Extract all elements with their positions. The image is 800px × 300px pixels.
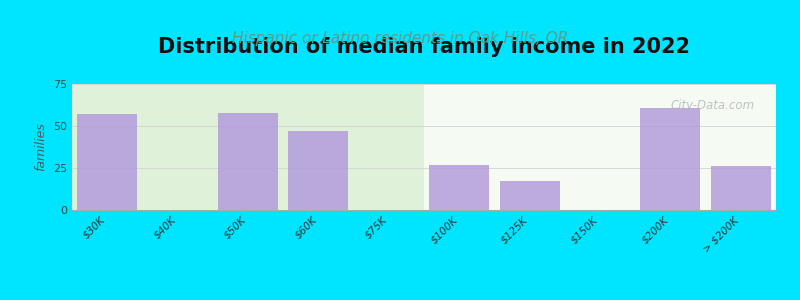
Bar — [424, 84, 776, 210]
Y-axis label: families: families — [34, 123, 47, 171]
Bar — [500, 182, 559, 210]
Text: City-Data.com: City-Data.com — [670, 99, 755, 112]
Bar — [641, 107, 700, 210]
Bar — [430, 165, 489, 210]
Bar — [711, 166, 770, 210]
Bar — [78, 114, 137, 210]
Bar — [72, 84, 424, 210]
Bar — [289, 131, 348, 210]
Bar — [218, 112, 278, 210]
Text: Hispanic or Latino residents in Oak Hills, OR: Hispanic or Latino residents in Oak Hill… — [232, 32, 568, 46]
Title: Distribution of median family income in 2022: Distribution of median family income in … — [158, 38, 690, 57]
